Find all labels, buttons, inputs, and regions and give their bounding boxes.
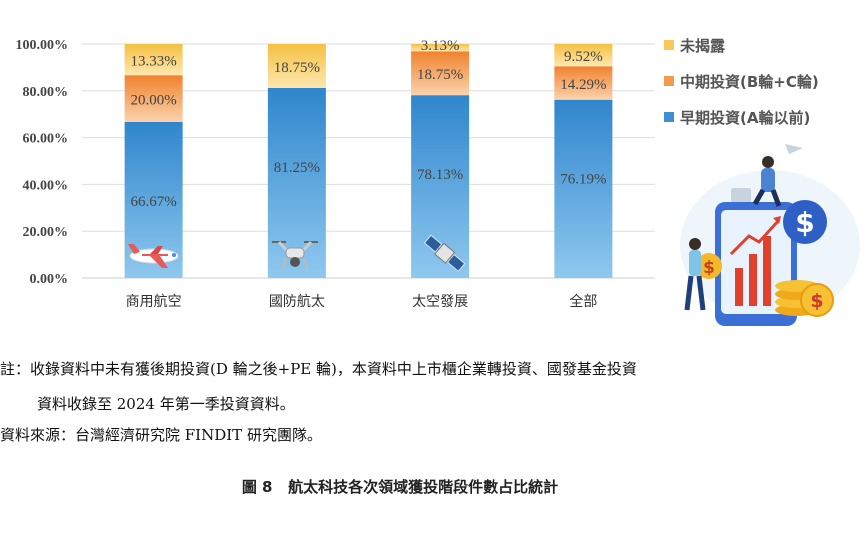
y-tick-label: 40.00% <box>23 178 69 193</box>
bar-segment <box>554 44 613 67</box>
bar-segment <box>554 99 613 279</box>
bar-segment <box>267 44 326 88</box>
y-tick-label: 20.00% <box>23 225 69 240</box>
x-tick-label: 商用航空 <box>126 294 182 310</box>
y-tick-label: 60.00% <box>23 132 69 147</box>
note-line-1: 註：收錄資料中未有獲後期投資(D 輪之後+PE 輪)，本資料中上市櫃企業轉投資、… <box>0 360 637 378</box>
y-axis: 0.00% 20.00% 40.00% 60.00% 80.00% 100.00% <box>16 38 69 287</box>
legend-label: 早期投資(A輪以前) <box>680 109 810 127</box>
bar-segment <box>411 43 470 52</box>
data-label: 18.75% <box>417 67 463 83</box>
drone-icon <box>272 240 318 271</box>
legend-swatch <box>664 76 674 86</box>
x-axis: 商用航空 國防航太 太空發展 全部 <box>126 293 598 310</box>
data-label: 9.52% <box>564 49 603 65</box>
note-line-2: 資料收錄至 2024 年第一季投資資料。 <box>37 395 295 413</box>
data-label: 13.33% <box>131 54 177 70</box>
dollar-symbol: $ <box>795 206 814 239</box>
finance-illustration: $ $ $ <box>680 144 860 326</box>
bar-segment <box>267 87 326 278</box>
bar-segment <box>554 66 613 100</box>
figure-caption: 圖 8 航太科技各次領域獲投階段件數占比統計 <box>241 478 559 496</box>
dollar-symbol: $ <box>703 258 715 278</box>
data-label: 76.19% <box>560 172 606 188</box>
bar-segment <box>124 75 183 122</box>
satellite-icon <box>423 234 466 272</box>
y-tick-label: 0.00% <box>30 272 69 287</box>
data-label: 81.25% <box>274 160 320 176</box>
bar-segment <box>411 51 470 96</box>
data-label: 78.13% <box>417 167 463 183</box>
data-label: 66.67% <box>131 194 177 210</box>
bar-segment <box>124 44 183 76</box>
source-note: 資料來源：台灣經濟研究院 FINDIT 研究團隊。 <box>0 426 322 444</box>
legend-label: 中期投資(B輪+C輪) <box>680 73 819 91</box>
legend-swatch <box>664 112 674 122</box>
dollar-symbol: $ <box>810 290 823 312</box>
x-tick-label: 太空發展 <box>412 294 468 310</box>
data-label: 3.13% <box>421 38 460 54</box>
bars: 66.67% 20.00% 13.33% 81.25% 18.75% 78.13% 18.7… <box>124 38 613 279</box>
stacked-bar-chart: 0.00% 20.00% 40.00% 60.00% 80.00% 100.00% 66.… <box>16 37 860 326</box>
legend-swatch <box>664 40 674 50</box>
legend-label: 未揭露 <box>679 37 726 55</box>
airplane-icon <box>128 244 179 268</box>
data-label: 18.75% <box>274 60 320 76</box>
x-tick-label: 國防航太 <box>269 294 325 310</box>
x-tick-label: 全部 <box>569 293 597 310</box>
y-tick-label: 100.00% <box>16 38 69 53</box>
data-label: 20.00% <box>131 93 177 109</box>
data-label: 14.29% <box>560 77 606 93</box>
y-tick-label: 80.00% <box>23 85 69 100</box>
